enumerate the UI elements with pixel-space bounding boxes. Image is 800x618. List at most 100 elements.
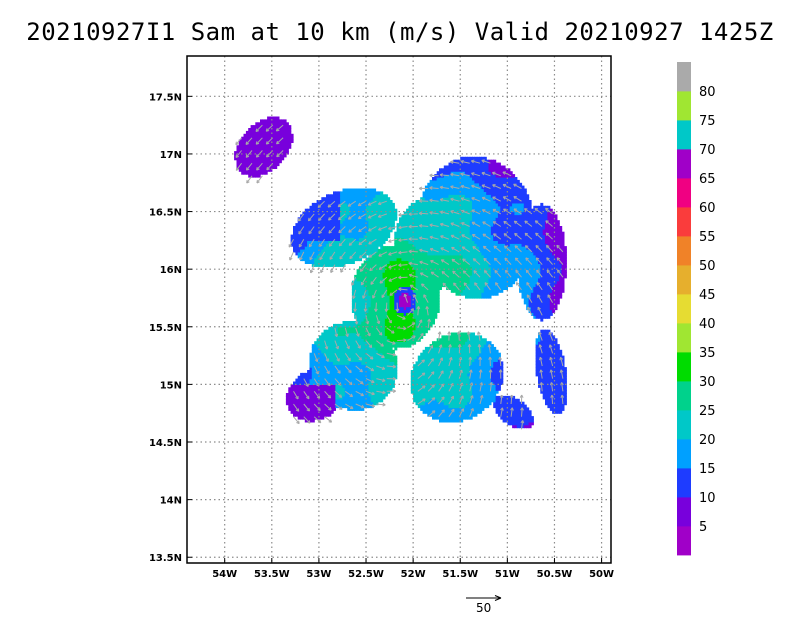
wind-speed-cell bbox=[434, 182, 438, 187]
wind-speed-cell bbox=[354, 361, 358, 365]
wind-speed-cell bbox=[302, 217, 306, 221]
wind-speed-cell bbox=[267, 116, 271, 120]
wind-speed-cell bbox=[465, 277, 468, 282]
wind-speed-cell bbox=[368, 292, 372, 296]
wind-speed-cell bbox=[304, 234, 308, 239]
wind-speed-cell bbox=[420, 315, 424, 319]
wind-speed-cell bbox=[465, 370, 468, 374]
wind-speed-cell bbox=[335, 326, 339, 331]
wind-speed-cell bbox=[377, 272, 381, 276]
wind-speed-cell bbox=[248, 136, 252, 141]
wind-speed-cell bbox=[342, 390, 346, 394]
wind-speed-cell bbox=[354, 220, 358, 224]
wind-speed-cell bbox=[349, 375, 353, 380]
wind-speed-cell bbox=[333, 254, 336, 259]
wind-speed-cell bbox=[359, 280, 362, 285]
wind-speed-cell bbox=[443, 182, 447, 187]
wind-speed-cell bbox=[380, 312, 384, 316]
wind-speed-cell bbox=[450, 416, 454, 420]
wind-speed-cell bbox=[309, 251, 313, 256]
wind-speed-cell bbox=[420, 306, 424, 311]
wind-speed-cell bbox=[413, 323, 417, 328]
wind-speed-cell bbox=[460, 367, 464, 371]
wind-speed-cell bbox=[408, 289, 412, 293]
wind-speed-cell bbox=[408, 303, 412, 308]
wind-speed-cell bbox=[318, 375, 322, 380]
wind-speed-cell bbox=[424, 260, 428, 264]
wind-speed-cell bbox=[359, 194, 362, 198]
wind-speed-cell bbox=[391, 289, 395, 293]
wind-speed-cell bbox=[288, 128, 292, 132]
wind-speed-cell bbox=[382, 332, 386, 336]
wind-speed-cell bbox=[422, 410, 426, 414]
wind-speed-cell bbox=[465, 197, 468, 201]
wind-speed-cell bbox=[359, 237, 362, 241]
wind-speed-cell bbox=[434, 208, 438, 213]
wind-speed-cell bbox=[290, 133, 294, 138]
wind-speed-cell bbox=[380, 283, 384, 288]
wind-speed-cell bbox=[307, 393, 311, 397]
wind-speed-cell bbox=[356, 220, 360, 224]
wind-speed-cell bbox=[373, 401, 377, 406]
wind-speed-cell bbox=[307, 208, 311, 213]
wind-speed-cell bbox=[361, 341, 365, 345]
wind-speed-cell bbox=[351, 361, 355, 365]
wind-speed-cell bbox=[366, 332, 369, 336]
wind-speed-cell bbox=[387, 361, 391, 365]
wind-speed-cell bbox=[328, 355, 332, 360]
wind-speed-cell bbox=[314, 208, 318, 213]
wind-speed-cell bbox=[441, 208, 445, 213]
wind-speed-cell bbox=[344, 197, 348, 201]
wind-speed-cell bbox=[375, 344, 379, 348]
wind-speed-cell bbox=[406, 295, 410, 299]
wind-speed-cell bbox=[453, 372, 457, 377]
wind-speed-cell bbox=[318, 372, 322, 377]
wind-speed-cell bbox=[293, 401, 296, 406]
wind-speed-cell bbox=[262, 136, 266, 141]
wind-speed-cell bbox=[443, 355, 447, 360]
wind-speed-cell bbox=[429, 407, 433, 411]
wind-speed-cell bbox=[354, 375, 358, 380]
wind-speed-cell bbox=[285, 128, 289, 132]
wind-speed-cell bbox=[276, 130, 280, 135]
wind-speed-cell bbox=[465, 257, 468, 262]
wind-speed-cell bbox=[234, 151, 238, 155]
wind-speed-cell bbox=[314, 243, 318, 247]
wind-speed-cell bbox=[288, 395, 292, 400]
wind-speed-cell bbox=[446, 269, 450, 273]
wind-speed-cell bbox=[354, 370, 358, 374]
wind-speed-cell bbox=[326, 341, 329, 345]
wind-speed-cell bbox=[467, 243, 471, 247]
wind-speed-cell bbox=[439, 398, 442, 403]
wind-speed-cell bbox=[420, 269, 424, 273]
wind-speed-cell bbox=[429, 298, 433, 302]
wind-speed-cell bbox=[448, 177, 452, 181]
wind-speed-cell bbox=[429, 226, 433, 230]
wind-speed-cell bbox=[415, 329, 419, 334]
wind-speed-cell bbox=[422, 202, 426, 207]
wind-speed-cell bbox=[326, 332, 329, 336]
wind-speed-cell bbox=[351, 191, 355, 195]
wind-speed-cell bbox=[375, 393, 379, 397]
wind-speed-cell bbox=[380, 231, 384, 236]
wind-speed-cell bbox=[377, 208, 381, 213]
wind-speed-cell bbox=[349, 237, 353, 241]
wind-speed-cell bbox=[356, 234, 360, 239]
wind-speed-cell bbox=[245, 148, 249, 152]
wind-speed-cell bbox=[384, 338, 388, 342]
wind-speed-cell bbox=[318, 234, 322, 239]
wind-speed-cell bbox=[377, 292, 381, 296]
wind-speed-cell bbox=[389, 338, 393, 342]
wind-speed-cell bbox=[366, 401, 369, 406]
wind-speed-cell bbox=[264, 162, 268, 167]
wind-speed-cell bbox=[363, 326, 367, 331]
wind-speed-cell bbox=[465, 390, 468, 394]
wind-speed-cell bbox=[422, 280, 426, 285]
wind-speed-cell bbox=[300, 395, 304, 400]
wind-speed-cell bbox=[417, 318, 421, 322]
wind-speed-cell bbox=[344, 395, 348, 400]
wind-speed-cell bbox=[335, 390, 339, 394]
wind-speed-cell bbox=[427, 277, 431, 282]
wind-speed-cell bbox=[443, 191, 447, 195]
wind-speed-cell bbox=[366, 260, 369, 264]
